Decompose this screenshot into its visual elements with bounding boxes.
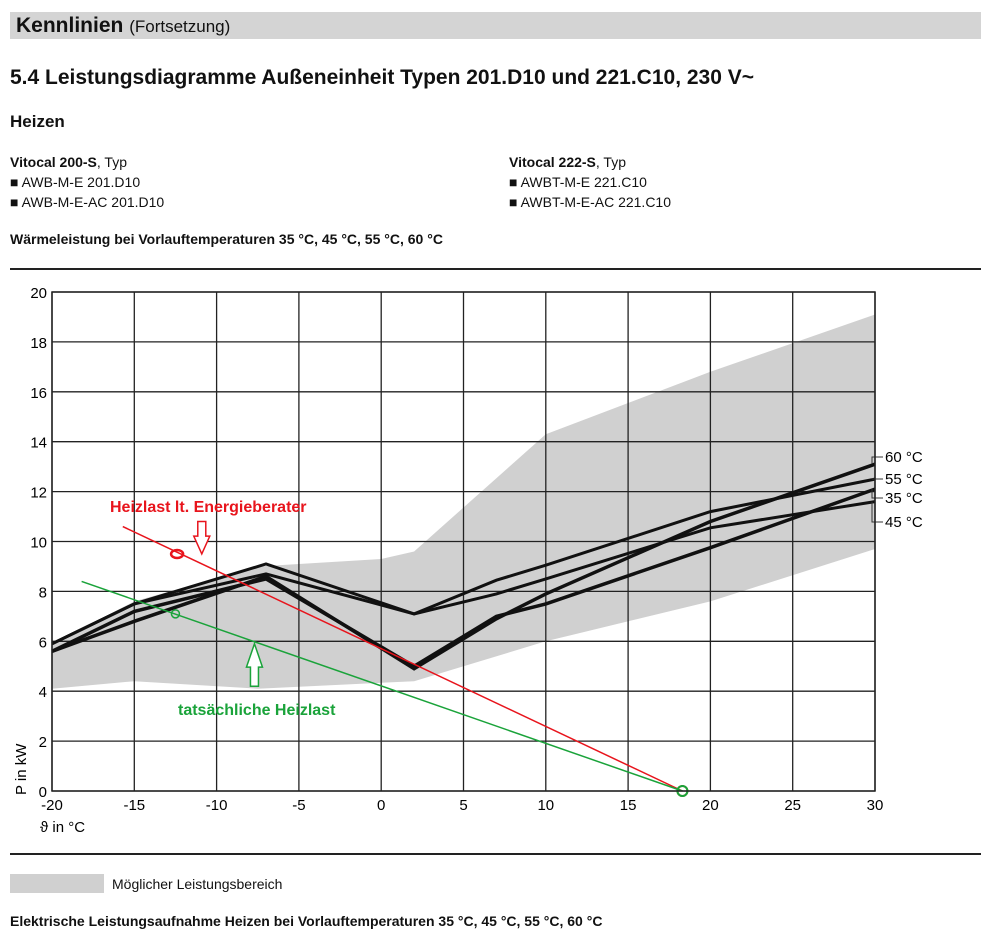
chart-heading: Wärmeleistung bei Vorlauftemperaturen 35… xyxy=(10,231,443,247)
series-line-60 xyxy=(51,462,876,671)
x-tick-label: 5 xyxy=(459,797,467,814)
model-suffix: , Typ xyxy=(96,154,127,170)
y-tick-label: 18 xyxy=(30,335,47,352)
series-leader xyxy=(871,489,883,499)
heating-load-line xyxy=(81,580,683,792)
bullet-icon: ■ xyxy=(10,194,19,210)
series-label: 55 °C xyxy=(885,471,923,488)
model-name: Vitocal 200-S xyxy=(10,154,97,170)
down-arrow-icon xyxy=(192,520,211,556)
y-tick-label: 6 xyxy=(39,634,47,651)
divider xyxy=(10,268,981,270)
footer-heading: Elektrische Leistungsaufnahme Heizen bei… xyxy=(10,913,603,929)
x-tick-label: -20 xyxy=(41,797,63,814)
series-label: 35 °C xyxy=(885,490,923,507)
model-type: ■ AWB-M-E-AC 201.D10 xyxy=(10,192,164,212)
model-type: ■ AWBT-M-E 221.C10 xyxy=(509,172,671,192)
y-tick-label: 16 xyxy=(30,385,47,402)
annotation-label: Heizlast lt. Energieberater xyxy=(110,499,307,516)
model-group-200s: Vitocal 200-S, Typ ■ AWB-M-E 201.D10 ■ A… xyxy=(10,152,164,212)
x-tick-label: -5 xyxy=(292,797,305,814)
x-tick-label: 15 xyxy=(620,797,637,814)
section-header-bar: Kennlinien (Fortsetzung) xyxy=(10,12,981,39)
type-label: AWBT-M-E 221.C10 xyxy=(520,174,647,190)
y-tick-label: 8 xyxy=(39,584,47,601)
series-label: 60 °C xyxy=(885,449,923,466)
type-label: AWB-M-E 201.D10 xyxy=(21,174,141,190)
y-tick-label: 12 xyxy=(30,485,47,502)
load-marker xyxy=(169,548,185,560)
x-tick-label: -10 xyxy=(206,797,228,814)
y-axis-label: P in kW xyxy=(13,743,30,795)
y-tick-label: 0 xyxy=(39,784,47,801)
capacity-band xyxy=(52,314,875,689)
x-tick-label: 10 xyxy=(537,797,554,814)
model-name: Vitocal 222-S xyxy=(509,154,596,170)
type-label: AWBT-M-E-AC 221.C10 xyxy=(520,194,671,210)
type-label: AWB-M-E-AC 201.D10 xyxy=(21,194,165,210)
heating-load-line xyxy=(122,525,683,792)
up-arrow-icon xyxy=(245,641,264,687)
header-title: Kennlinien (Fortsetzung) xyxy=(16,14,231,37)
y-tick-label: 20 xyxy=(30,285,47,302)
y-tick-label: 2 xyxy=(39,734,47,751)
model-group-222s: Vitocal 222-S, Typ ■ AWBT-M-E 221.C10 ■ … xyxy=(509,152,671,212)
x-tick-label: -15 xyxy=(123,797,145,814)
bullet-icon: ■ xyxy=(509,174,518,190)
load-marker xyxy=(170,609,181,619)
y-tick-label: 10 xyxy=(30,535,47,552)
series-leader xyxy=(871,501,883,523)
header-subtitle: (Fortsetzung) xyxy=(129,17,231,36)
series-line-35 xyxy=(51,487,876,669)
x-tick-label: 25 xyxy=(784,797,801,814)
series-line-55 xyxy=(51,477,876,646)
legend-swatch xyxy=(10,874,104,893)
series-label: 45 °C xyxy=(885,514,923,531)
x-axis-label: ϑ in °C xyxy=(40,819,85,836)
subsection-title: Heizen xyxy=(10,112,65,131)
y-tick-label: 14 xyxy=(30,435,47,452)
annotation-label: tatsächliche Heizlast xyxy=(178,702,336,719)
legend-label: Möglicher Leistungsbereich xyxy=(112,876,283,892)
series-line-45 xyxy=(51,500,876,646)
divider xyxy=(10,853,981,855)
x-tick-label: 30 xyxy=(867,797,884,814)
y-tick-label: 4 xyxy=(39,684,47,701)
section-title: 5.4 Leistungsdiagramme Außeneinheit Type… xyxy=(10,66,755,89)
plot-frame xyxy=(51,291,876,792)
x-tick-label: 0 xyxy=(377,797,385,814)
bullet-icon: ■ xyxy=(10,174,19,190)
series-leader xyxy=(871,456,883,465)
model-suffix: , Typ xyxy=(595,154,626,170)
bullet-icon: ■ xyxy=(509,194,518,210)
model-type: ■ AWBT-M-E-AC 221.C10 xyxy=(509,192,671,212)
x-tick-label: 20 xyxy=(702,797,719,814)
model-type: ■ AWB-M-E 201.D10 xyxy=(10,172,164,192)
